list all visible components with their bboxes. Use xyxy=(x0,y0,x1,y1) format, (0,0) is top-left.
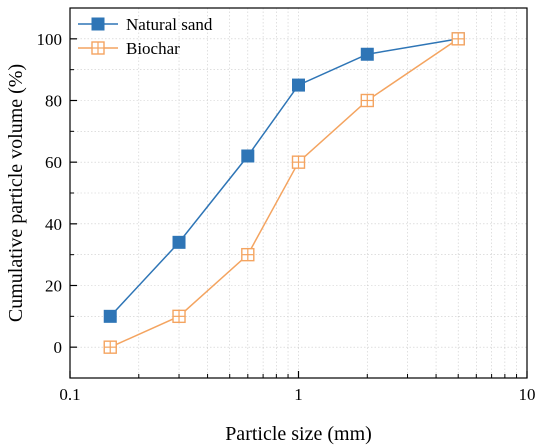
y-tick-label: 80 xyxy=(45,92,62,111)
y-tick-label: 20 xyxy=(45,277,62,296)
x-axis-label: Particle size (mm) xyxy=(225,423,372,445)
legend-marker xyxy=(91,17,105,31)
series-layer xyxy=(103,32,465,354)
data-point-biochar xyxy=(103,340,117,354)
series-line-natural-sand xyxy=(109,38,459,317)
data-point-biochar xyxy=(241,247,255,262)
series-natural-sand xyxy=(103,32,465,323)
data-point-natural-sand xyxy=(103,309,117,323)
data-point-biochar xyxy=(451,32,465,46)
data-point-biochar xyxy=(172,309,186,324)
legend-label: Natural sand xyxy=(126,15,213,34)
legend-item-natural-sand: Natural sand xyxy=(78,15,213,34)
y-tick-label: 0 xyxy=(54,338,63,357)
data-point-natural-sand xyxy=(360,47,374,61)
series-line-biochar xyxy=(109,38,459,348)
data-point-natural-sand xyxy=(172,235,186,249)
legend-label: Biochar xyxy=(126,39,180,58)
series-biochar xyxy=(103,32,465,354)
y-axis-label: Cumulative particle volume (%) xyxy=(5,64,27,322)
grid-lines xyxy=(70,8,527,378)
data-point-biochar xyxy=(291,155,306,169)
x-tick-label: 0.1 xyxy=(59,385,80,404)
y-tick-label: 100 xyxy=(37,30,63,49)
x-tick-label: 1 xyxy=(294,385,303,404)
legend-marker xyxy=(91,41,105,55)
legend: Natural sand Biochar xyxy=(78,15,213,58)
x-tick-label: 10 xyxy=(519,385,536,404)
y-tick-label: 60 xyxy=(45,153,62,172)
legend-item-biochar: Biochar xyxy=(78,39,180,58)
data-point-natural-sand xyxy=(241,149,255,163)
data-point-natural-sand xyxy=(292,78,305,92)
data-point-biochar xyxy=(360,93,374,108)
y-tick-label: 40 xyxy=(45,215,62,234)
